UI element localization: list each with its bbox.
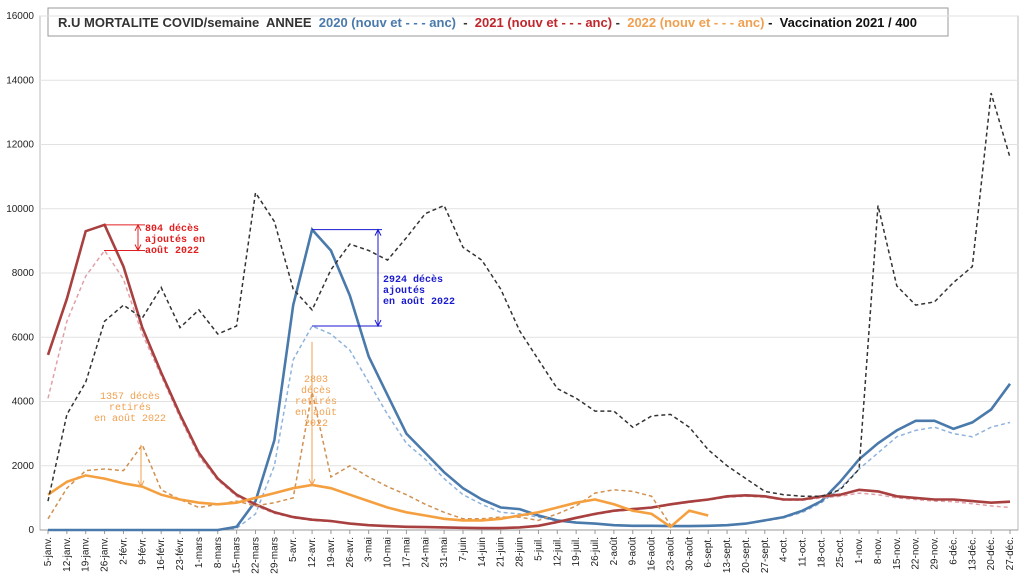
annotation-text: 2924 décès	[383, 274, 443, 286]
x-tick-label: 4-oct.	[779, 537, 790, 562]
arrow-head	[308, 478, 316, 487]
annotation-text: 804 décès	[145, 223, 199, 235]
x-tick-label: 25-oct.	[835, 537, 846, 568]
annotation-text: retirés	[295, 396, 337, 408]
x-tick-label: 18-oct.	[816, 537, 827, 568]
annotation-text: août 2022	[145, 245, 199, 257]
annotation-text: 1357 décès	[100, 391, 160, 403]
title-part: 2022 (nouv et - - - anc)	[627, 15, 764, 30]
annotation-text: ajoutés	[383, 285, 425, 297]
x-tick-label: 23-août	[665, 537, 676, 571]
x-tick-label: 15-mars	[232, 537, 243, 574]
x-tick-label: 26-janv.	[100, 537, 111, 572]
x-tick-label: 16-févr.	[156, 537, 167, 570]
arrow-head	[134, 244, 142, 252]
x-tick-label: 9-févr.	[137, 537, 148, 565]
y-tick-label: 14000	[6, 75, 34, 86]
x-tick-label: 19-janv.	[81, 537, 92, 572]
series-line	[48, 325, 1011, 531]
x-tick-label: 26-juil.	[590, 537, 601, 566]
x-tick-label: 29-mars	[269, 537, 280, 574]
x-tick-label: 24-mai	[420, 537, 431, 568]
arrow-head	[374, 319, 382, 328]
chart-title: R.U MORTALITE COVID/semaine ANNEE 2020 (…	[58, 15, 917, 30]
x-tick-label: 21-juin	[496, 537, 507, 567]
title-part: -	[612, 15, 627, 30]
y-tick-label: 4000	[12, 397, 35, 408]
annotation-text: ajoutés en	[145, 234, 205, 246]
x-tick-label: 10-mai	[383, 537, 394, 568]
x-tick-label: 20-sept.	[741, 537, 752, 573]
annotation-text: en août 2022	[94, 413, 166, 425]
annotation-text: en août	[295, 407, 337, 419]
x-tick-label: 17-mai	[401, 537, 412, 568]
x-tick-label: 9-août	[628, 537, 639, 566]
x-tick-label: 14-juin	[477, 537, 488, 567]
x-tick-label: 5-juil.	[533, 537, 544, 561]
x-tick-label: 2-août	[609, 537, 620, 566]
x-tick-label: 1-mars	[194, 537, 205, 568]
arrow-head	[134, 223, 142, 232]
x-tick-label: 12-avr.	[307, 537, 318, 568]
y-tick-label: 12000	[6, 140, 34, 151]
x-tick-label: 7-juin	[458, 537, 469, 561]
annotation-text: en août 2022	[383, 296, 455, 308]
x-tick-label: 15-nov.	[892, 537, 903, 570]
x-tick-label: 20-déc.	[986, 537, 997, 570]
title-part: 2020 (nouv et - - - anc)	[319, 15, 456, 30]
x-tick-label: 27-déc.	[1005, 537, 1016, 570]
title-part: - Vaccination 2021 / 400	[764, 15, 916, 30]
x-tick-label: 19-juil.	[571, 537, 582, 566]
x-tick-label: 12-juil.	[552, 537, 563, 566]
series-line	[47, 249, 1011, 529]
x-tick-label: 13-sept.	[722, 537, 733, 573]
x-tick-label: 26-avr.	[345, 537, 356, 568]
y-tick-label: 2000	[12, 461, 35, 472]
x-tick-label: 5-avr.	[288, 537, 299, 562]
x-tick-label: 22-mars	[250, 537, 261, 574]
x-tick-label: 19-avr.	[326, 537, 337, 568]
title-part: 2021 (nouv et - - - anc)	[475, 15, 612, 30]
x-tick-label: 22-nov.	[911, 537, 922, 570]
title-part: -	[456, 15, 475, 30]
arrow-head	[374, 228, 382, 236]
series-line	[48, 226, 1012, 532]
y-tick-label: 16000	[6, 11, 34, 22]
x-tick-label: 16-août	[647, 537, 658, 571]
arrow-head	[137, 480, 145, 488]
x-tick-label: 28-juin	[515, 537, 526, 567]
series-line	[46, 223, 1011, 530]
x-tick-label: 27-sept.	[760, 537, 771, 573]
x-tick-label: 1-nov.	[854, 537, 865, 564]
annotation-text: 2022	[304, 419, 328, 430]
x-tick-label: 3-mai	[364, 537, 375, 562]
title-box	[47, 7, 949, 37]
x-tick-label: 6-sept.	[703, 537, 714, 568]
series-line	[47, 92, 1011, 502]
annotation-text: retirés	[109, 402, 151, 414]
annotation-text: décès	[301, 385, 331, 397]
x-tick-label: 2-févr.	[118, 537, 129, 565]
x-tick-label: 12-janv.	[62, 537, 73, 572]
annotation-text: 2803	[304, 375, 328, 386]
title-part: R.U MORTALITE COVID/semaine ANNEE	[58, 15, 319, 30]
y-tick-label: 0	[28, 525, 34, 536]
series-line	[47, 391, 672, 526]
y-tick-label: 6000	[12, 332, 35, 343]
x-tick-label: 6-déc.	[948, 537, 959, 565]
x-tick-label: 13-déc.	[967, 537, 978, 570]
x-tick-label: 30-août	[684, 537, 695, 571]
x-tick-label: 8-mars	[213, 537, 224, 568]
x-tick-label: 5-janv.	[43, 537, 54, 566]
x-tick-label: 8-nov.	[873, 537, 884, 564]
x-tick-label: 23-févr.	[175, 537, 186, 570]
series-line	[47, 474, 709, 529]
x-tick-label: 31-mai	[439, 537, 450, 568]
x-tick-label: 11-oct.	[798, 537, 809, 567]
y-tick-label: 10000	[6, 204, 34, 215]
x-tick-label: 29-nov.	[930, 537, 941, 570]
y-tick-label: 8000	[12, 268, 35, 279]
